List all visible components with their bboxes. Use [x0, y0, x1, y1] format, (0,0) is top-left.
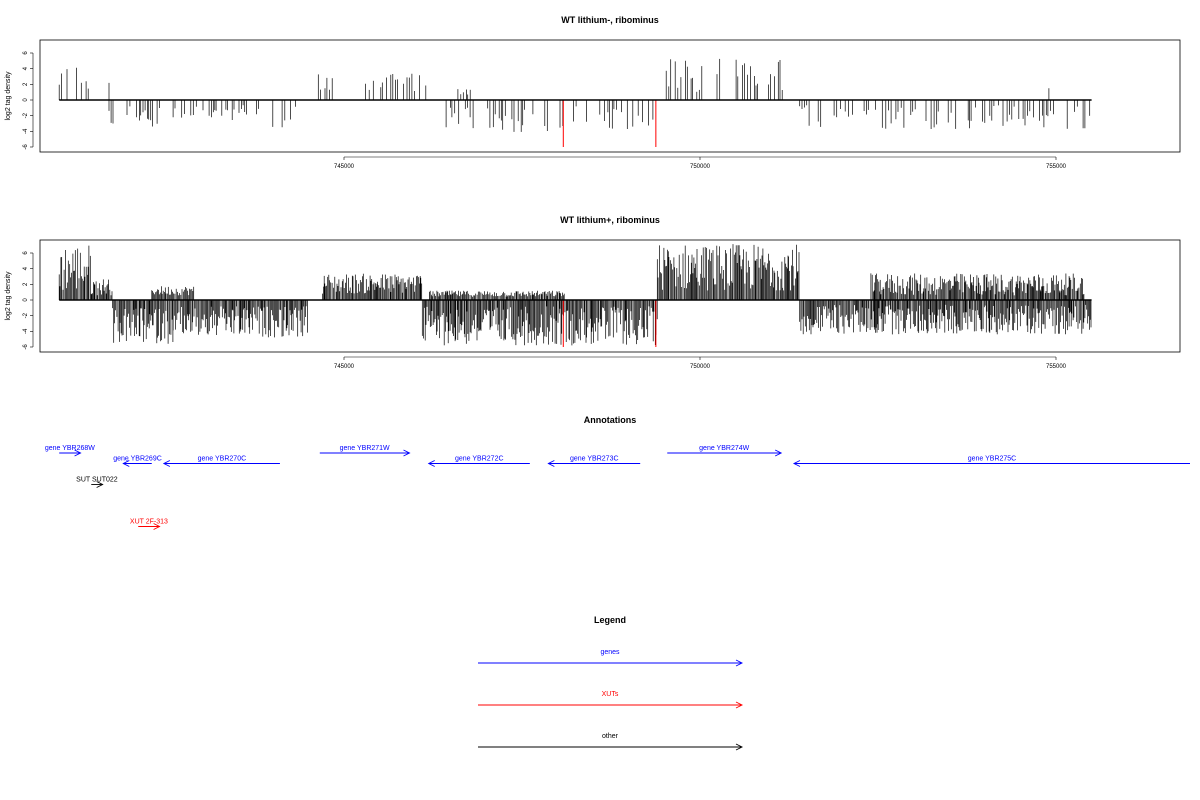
feature-arrowhead — [792, 460, 801, 467]
x-tick-label: 745000 — [334, 164, 355, 170]
plot-frame — [39, 39, 1181, 153]
annotation-feature: gene YBR272C — [427, 456, 530, 467]
annotation-feature: gene YBR271W — [319, 445, 411, 457]
y-tick-label: -6 — [23, 144, 29, 150]
y-tick-label: 2 — [23, 82, 29, 86]
y-tick-label: -2 — [23, 112, 29, 118]
y-tick-label: -6 — [23, 344, 29, 350]
feature-arrowhead — [774, 449, 783, 457]
legend-item: XUTs — [478, 691, 744, 709]
feature-arrowhead — [153, 523, 161, 530]
feature-label: XUT 2F-313 — [130, 519, 168, 526]
y-tick-label: 0 — [23, 298, 29, 302]
feature-arrowhead — [122, 460, 130, 467]
annotation-feature: gene YBR274W — [667, 445, 783, 457]
y-tick-label: 4 — [23, 66, 29, 70]
annotation-feature: gene YBR270C — [162, 456, 280, 467]
annotations-track: gene YBR268W gene YBR269C gene YBR270C gene… — [45, 445, 1190, 530]
y-tick-label: 4 — [23, 266, 29, 270]
x-tick-label: 745000 — [334, 364, 355, 370]
y-tick-label: -4 — [23, 328, 29, 334]
x-tick-label: 755000 — [1046, 164, 1067, 170]
y-tick-label: 6 — [23, 51, 29, 55]
legend-label: XUTs — [602, 691, 619, 698]
feature-arrowhead — [96, 481, 104, 488]
legend-item: other — [478, 733, 744, 751]
y-tick-label: -4 — [23, 128, 29, 134]
legend: genes XUTs other — [478, 649, 744, 751]
legend-title: Legend — [594, 615, 626, 625]
feature-label: SUT SUT022 — [76, 477, 118, 484]
feature-label: gene YBR271W — [340, 445, 390, 452]
panel-1-track: -6 -4 -2 0 2 4 6 log2 tag density 745000 750000 75… — [5, 39, 1181, 170]
y-tick-label: -2 — [23, 312, 29, 318]
feature-label: gene YBR274W — [699, 445, 749, 452]
feature-label: gene YBR273C — [570, 456, 619, 463]
feature-arrowhead — [74, 449, 82, 457]
density-bars — [58, 58, 1091, 132]
annotation-feature: gene YBR268W — [45, 445, 95, 457]
y-tick-label: 0 — [23, 98, 29, 102]
legend-item: genes — [478, 649, 744, 667]
annotation-feature: XUT 2F-313 — [130, 519, 168, 530]
panel-1-title: WT lithium-, ribominus — [561, 15, 659, 25]
annotation-feature: SUT SUT022 — [76, 477, 118, 488]
legend-label: other — [602, 733, 619, 740]
legend-arrowhead — [735, 743, 744, 751]
feature-arrowhead — [427, 460, 435, 467]
y-axis-label: log2 tag density — [5, 271, 12, 321]
feature-label: gene YBR268W — [45, 445, 95, 452]
x-tick-label: 750000 — [690, 164, 711, 170]
legend-label: genes — [600, 649, 620, 656]
feature-label: gene YBR269C — [113, 456, 162, 463]
y-tick-label: 6 — [23, 251, 29, 255]
panel-2-track: -6 -4 -2 0 2 4 6 log2 tag density 745000 750000 75… — [5, 239, 1181, 370]
feature-arrowhead — [547, 460, 555, 467]
x-tick-label: 755000 — [1046, 364, 1067, 370]
panel-2-title: WT lithium+, ribominus — [560, 215, 660, 225]
feature-arrowhead — [162, 460, 171, 467]
annotations-title: Annotations — [584, 415, 637, 425]
legend-arrowhead — [735, 659, 744, 667]
x-tick-label: 750000 — [690, 364, 711, 370]
y-tick-label: 2 — [23, 282, 29, 286]
y-axis-label: log2 tag density — [5, 71, 12, 121]
plot-frame — [39, 239, 1181, 353]
annotation-feature: gene YBR275C — [792, 456, 1190, 467]
feature-label: gene YBR272C — [455, 456, 504, 463]
feature-label: gene YBR275C — [968, 456, 1017, 463]
feature-label: gene YBR270C — [198, 456, 247, 463]
feature-arrowhead — [403, 449, 411, 457]
annotation-feature: gene YBR269C — [113, 456, 162, 467]
density-bars — [58, 244, 1092, 346]
annotation-feature: gene YBR273C — [547, 456, 641, 467]
legend-arrowhead — [735, 701, 744, 709]
